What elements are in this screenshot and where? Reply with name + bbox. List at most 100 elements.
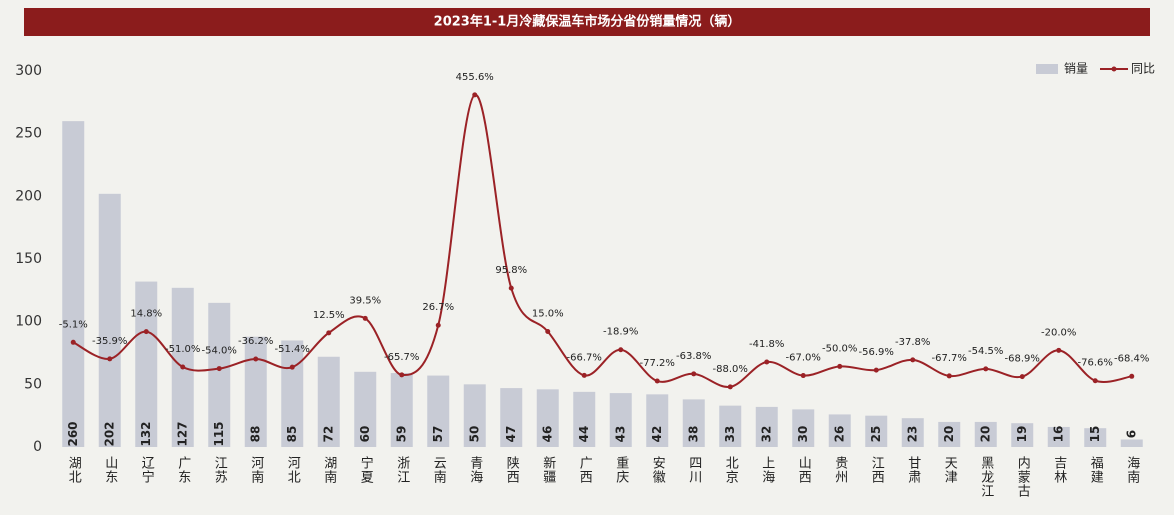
line-marker <box>107 356 113 362</box>
line-label: -88.0% <box>713 364 748 375</box>
bar-label: 6 <box>1124 430 1138 438</box>
bar <box>536 389 559 447</box>
bar-label: 20 <box>978 426 992 443</box>
x-tick-label: 海南 <box>1124 456 1140 484</box>
line-marker <box>362 315 368 321</box>
bar-label: 88 <box>248 426 262 443</box>
line-label: -65.7% <box>384 352 419 363</box>
line-label: 95.8% <box>495 265 527 276</box>
x-tick-label: 江西 <box>869 456 885 484</box>
line-marker <box>289 364 295 370</box>
bar <box>1120 439 1143 447</box>
bar <box>682 399 705 447</box>
line-label: -68.4% <box>1114 353 1149 364</box>
line-marker <box>472 92 478 98</box>
line-label: 455.6% <box>456 72 494 83</box>
bar <box>828 414 851 447</box>
x-tick-label: 河南 <box>248 456 264 484</box>
line-label: -5.1% <box>59 319 88 330</box>
x-tick-label: 江苏 <box>212 456 228 484</box>
bar-label: 42 <box>650 426 664 443</box>
line-label: -41.8% <box>749 339 784 350</box>
line-label: 39.5% <box>349 295 381 306</box>
line-marker <box>180 364 186 370</box>
line-marker <box>1129 373 1135 379</box>
x-tick-label: 湖北 <box>66 456 82 484</box>
line-label: -36.2% <box>238 336 273 347</box>
y-tick-label: 250 <box>15 126 42 142</box>
line-label: -50.0% <box>822 343 857 354</box>
line-label: -67.0% <box>786 353 821 364</box>
x-tick-label: 四川 <box>686 456 702 484</box>
bar <box>974 421 997 447</box>
bar-label: 20 <box>942 426 956 443</box>
bar-label: 38 <box>686 426 700 443</box>
x-tick-label: 青海 <box>467 456 483 484</box>
line-marker <box>143 329 149 335</box>
line-marker <box>618 347 624 353</box>
x-tick-label: 上海 <box>759 456 775 484</box>
line-marker <box>946 373 952 379</box>
chart-title: 2023年1-1月冷藏保温车市场分省份销量情况（辆） <box>434 14 741 30</box>
y-tick-label: 200 <box>15 188 42 204</box>
x-tick-label: 陕西 <box>504 456 520 484</box>
line-marker <box>508 285 514 291</box>
legend-swatch <box>1036 64 1058 74</box>
line-marker <box>545 329 551 335</box>
bar-label: 32 <box>759 426 773 443</box>
bar-label: 57 <box>431 426 445 443</box>
y-tick-label: 50 <box>24 376 42 392</box>
bar-label: 43 <box>613 426 627 443</box>
x-tick-label: 安徽 <box>650 456 666 484</box>
bar-label: 60 <box>358 426 372 443</box>
x-tick-label: 广西 <box>577 456 593 484</box>
line-marker <box>1019 374 1025 380</box>
bar <box>244 336 267 447</box>
line-marker <box>581 372 587 378</box>
bar <box>755 406 778 447</box>
bar-label: 59 <box>394 426 408 443</box>
line-label: -20.0% <box>1041 327 1076 338</box>
line-label: -35.9% <box>92 336 127 347</box>
bar-label: 127 <box>175 421 189 446</box>
line-marker <box>873 367 879 373</box>
legend-label: 销量 <box>1064 62 1088 76</box>
line-marker <box>727 384 733 390</box>
line-label: -77.2% <box>640 358 675 369</box>
line-label: -51.4% <box>275 344 310 355</box>
x-tick-label: 云南 <box>431 456 447 484</box>
bar-label: 30 <box>796 426 810 443</box>
line-label: 14.8% <box>130 309 162 320</box>
line-marker <box>399 372 405 378</box>
line-marker <box>216 366 222 372</box>
line-label: -67.7% <box>932 353 967 364</box>
legend-swatch <box>1111 66 1117 72</box>
line-marker <box>800 373 806 379</box>
bar <box>62 121 85 447</box>
line-label: -66.7% <box>567 352 602 363</box>
x-tick-label: 甘肃 <box>905 456 921 484</box>
bar <box>609 393 632 447</box>
line-label: -18.9% <box>603 327 638 338</box>
x-tick-label: 辽宁 <box>139 456 155 484</box>
bar-label: 16 <box>1051 426 1065 443</box>
title-bar <box>24 8 1150 36</box>
x-tick-label: 河北 <box>285 456 301 484</box>
x-tick-label: 湖南 <box>321 456 337 484</box>
x-tick-label: 新疆 <box>540 455 556 484</box>
y-tick-label: 100 <box>15 314 42 330</box>
bar <box>317 356 340 447</box>
line-marker <box>764 359 770 365</box>
x-tick-label: 广东 <box>175 456 191 484</box>
bar-label: 72 <box>321 426 335 443</box>
line-label: -63.8% <box>676 351 711 362</box>
line-marker <box>1092 378 1098 384</box>
bar <box>865 415 888 447</box>
line-marker <box>435 322 441 328</box>
bar-label: 15 <box>1088 426 1102 443</box>
x-tick-label: 宁夏 <box>358 455 374 484</box>
y-tick-label: 0 <box>33 439 42 455</box>
bar <box>901 418 924 447</box>
bar <box>208 302 231 447</box>
